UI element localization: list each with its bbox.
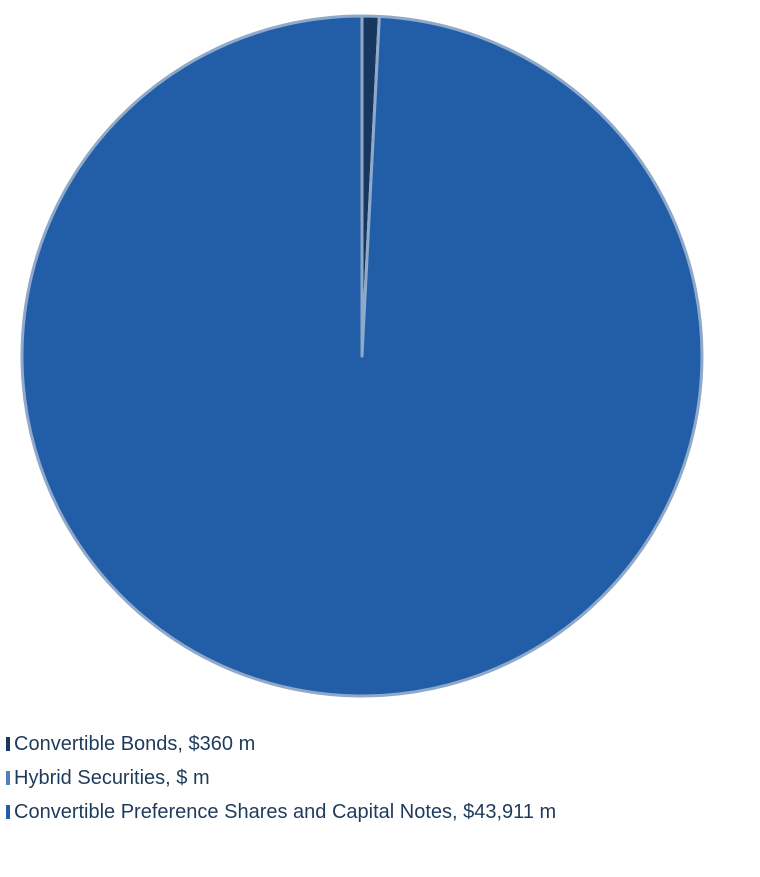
legend-swatch (6, 771, 10, 785)
legend-swatch (6, 805, 10, 819)
pie-plot-area (20, 14, 704, 698)
legend-label: Convertible Preference Shares and Capita… (14, 800, 557, 823)
pie-slice-convertible-preference-shares (20, 14, 704, 698)
legend-label: Convertible Bonds, $360 m (14, 732, 256, 755)
legend-swatch (6, 737, 10, 751)
legend-label: Hybrid Securities, $ m (14, 766, 210, 789)
legend-item-convertible-preference-shares: Convertible Preference Shares and Capita… (6, 800, 556, 824)
legend: Convertible Bonds, $360 m Hybrid Securit… (6, 732, 556, 834)
legend-item-hybrid-securities: Hybrid Securities, $ m (6, 766, 556, 790)
legend-item-convertible-bonds: Convertible Bonds, $360 m (6, 732, 556, 756)
